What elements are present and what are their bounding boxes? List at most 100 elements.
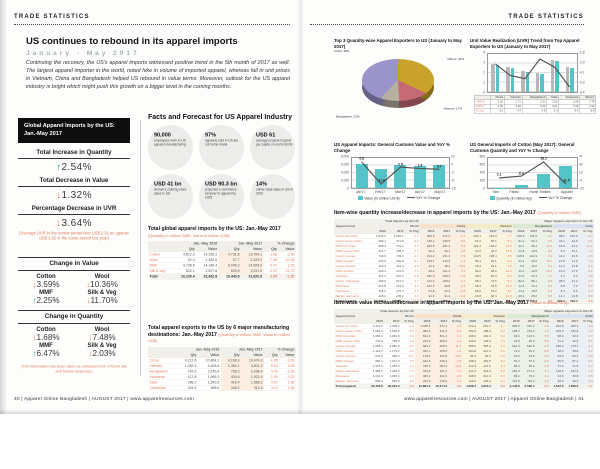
table-itemwise-value: Item-wise value increase/decrease in app… xyxy=(334,300,594,469)
table-cell: 2.9 xyxy=(405,293,421,299)
table-cell: -7.6 xyxy=(451,273,467,279)
table-cell: 4.2 xyxy=(553,273,567,279)
table-cell: 38.2 xyxy=(550,348,565,354)
table-cell: 7.4 xyxy=(579,258,594,264)
table-cell: 57.7 xyxy=(218,257,242,263)
column-header: Value xyxy=(241,351,265,358)
chart-title: Top 3 Quantity-wise Apparel Exporters to… xyxy=(334,38,462,49)
trend-line-layer xyxy=(352,158,449,188)
bar xyxy=(559,166,573,189)
table-cell: 148.2 xyxy=(420,238,436,244)
table-cell: 1,482.6 xyxy=(196,257,219,263)
fibre-label: Cotton xyxy=(36,326,56,333)
row-label: MMF dresses xyxy=(334,358,368,364)
bar-group xyxy=(506,55,515,93)
row-label: Sweaters xyxy=(334,273,370,279)
table-cell: 228.3 xyxy=(387,248,406,254)
down-arrow-icon: ↓ xyxy=(86,295,91,305)
table-cell: 3.3 xyxy=(579,368,594,374)
table-cell: 24.2 xyxy=(525,258,539,264)
table-cell: 898.6 xyxy=(197,384,221,391)
table-cell: 2.8 xyxy=(451,248,467,254)
table-title: Item-wise value increase/decrease in app… xyxy=(334,300,529,306)
table-cell: -2.3 xyxy=(536,383,551,389)
table-note: (Quantity in million SME) xyxy=(537,210,582,215)
change-value-heading: Change in Value xyxy=(18,256,130,271)
column-header: % Chg xyxy=(579,228,594,234)
table-cell: 21.6 xyxy=(513,273,526,279)
table-title: Item-wise quantity increase/decrease in … xyxy=(334,210,536,216)
table-cell: 1,342.6 xyxy=(367,363,385,369)
table-cell: 1.4 xyxy=(536,328,551,334)
y-axis-tick: 4,000 xyxy=(341,170,349,175)
column-header: 2016 xyxy=(553,228,567,234)
bar xyxy=(514,184,528,189)
table-cell: 368.2 xyxy=(462,333,478,339)
table-cell: 4.6 xyxy=(401,348,416,354)
table-cell: 382.6 xyxy=(506,323,522,329)
sidebar-footnote: (The information has been taken as extra… xyxy=(21,363,127,374)
table-cell: 6.47 xyxy=(263,262,279,269)
table-cell: 9.4 xyxy=(405,243,421,249)
table-cell: -1.68 xyxy=(263,251,279,258)
table-cell: 41.2 xyxy=(566,278,579,284)
column-header: Value xyxy=(278,246,296,252)
table-host: Total imports by the US Major apparel exp… xyxy=(334,308,594,389)
table-cell: 482.3 xyxy=(384,353,402,359)
table-cell: 5.9 xyxy=(451,243,467,249)
table-cell: 462.3 xyxy=(431,373,449,379)
table-cell: 1,468.3 xyxy=(384,368,402,374)
table-cell: 3,268.4 xyxy=(367,343,385,349)
bar-chart-host: 0 2,000 4,000 6,000 8,000 -15 -9 -2 4 10 6.8 -11.6 2… xyxy=(334,155,464,201)
table-cell: 294.8 xyxy=(462,348,478,354)
table-cell: 1.4 xyxy=(448,348,463,354)
stat-label: Percentage Decrease in UVR xyxy=(18,205,130,216)
table-cell: -10.36 xyxy=(278,257,296,263)
table-cell: 14.2 xyxy=(513,288,526,294)
fact-caption: apparels sold in US are not home-made xyxy=(205,139,239,147)
bar xyxy=(355,163,368,189)
table-cell: 1,986.3 xyxy=(197,373,221,380)
stats-sidebar: Global Apparel Imports by the US: Jan.-M… xyxy=(18,118,130,383)
row-label: Cotton dresses xyxy=(334,353,368,359)
bar-group xyxy=(521,55,530,93)
y-axis-tick: 0 xyxy=(347,186,349,191)
article-title: US continues to rebound in its apparel i… xyxy=(26,36,238,47)
row-label: Brassieres xyxy=(334,373,368,379)
table-cell: 5.7 xyxy=(579,358,594,364)
column-header: Value xyxy=(279,351,296,358)
table-cell: 108.6 xyxy=(435,278,452,284)
row-label: Cotton underwear xyxy=(334,368,368,374)
bar-group xyxy=(559,159,573,189)
up-arrow-icon: ↑ xyxy=(56,162,62,174)
table-cell: 398.2 xyxy=(177,379,198,385)
chart-uvr-trend: Unit Value Realization (UVR) Trend from … xyxy=(470,38,597,132)
column-header: % Change xyxy=(263,241,296,247)
table-cell: -9.2 xyxy=(448,328,463,334)
table-cell: 2.2 xyxy=(405,283,421,289)
table-cell: 10,864.2 xyxy=(415,383,432,389)
table-cell: 5.8 xyxy=(492,368,507,374)
column-header: World xyxy=(367,313,416,319)
table-cell: 9.9 xyxy=(538,288,554,294)
table-cell: 9.3 xyxy=(492,333,507,339)
row-label: MMF dresses xyxy=(334,268,370,274)
table-cell: 204.1 xyxy=(466,233,483,239)
table-cell: 63.4 xyxy=(525,238,539,244)
footer-left: 40 | Apparel Online Bangladesh | AUGUST … xyxy=(14,397,194,402)
column-divider xyxy=(140,120,141,376)
column-header: China xyxy=(415,313,463,319)
chart-legend: Quantity (in million kg) YoY % Change xyxy=(470,196,592,201)
bar-group xyxy=(550,55,559,93)
fibre-label: MMF xyxy=(39,342,53,349)
table-cell: 8.4 xyxy=(553,288,567,294)
column-header: % Chg xyxy=(498,228,514,234)
table-cell: 122.3 xyxy=(525,253,539,259)
bar xyxy=(491,64,495,93)
bar-series xyxy=(488,159,577,189)
table-cell: 43.1 xyxy=(553,238,567,244)
table-cell: 128.4 xyxy=(462,378,478,384)
table-cell: 112.6 xyxy=(506,378,522,384)
row-label: MMF knit shirts xyxy=(334,243,370,249)
table-cell: -2.8 xyxy=(579,263,594,269)
